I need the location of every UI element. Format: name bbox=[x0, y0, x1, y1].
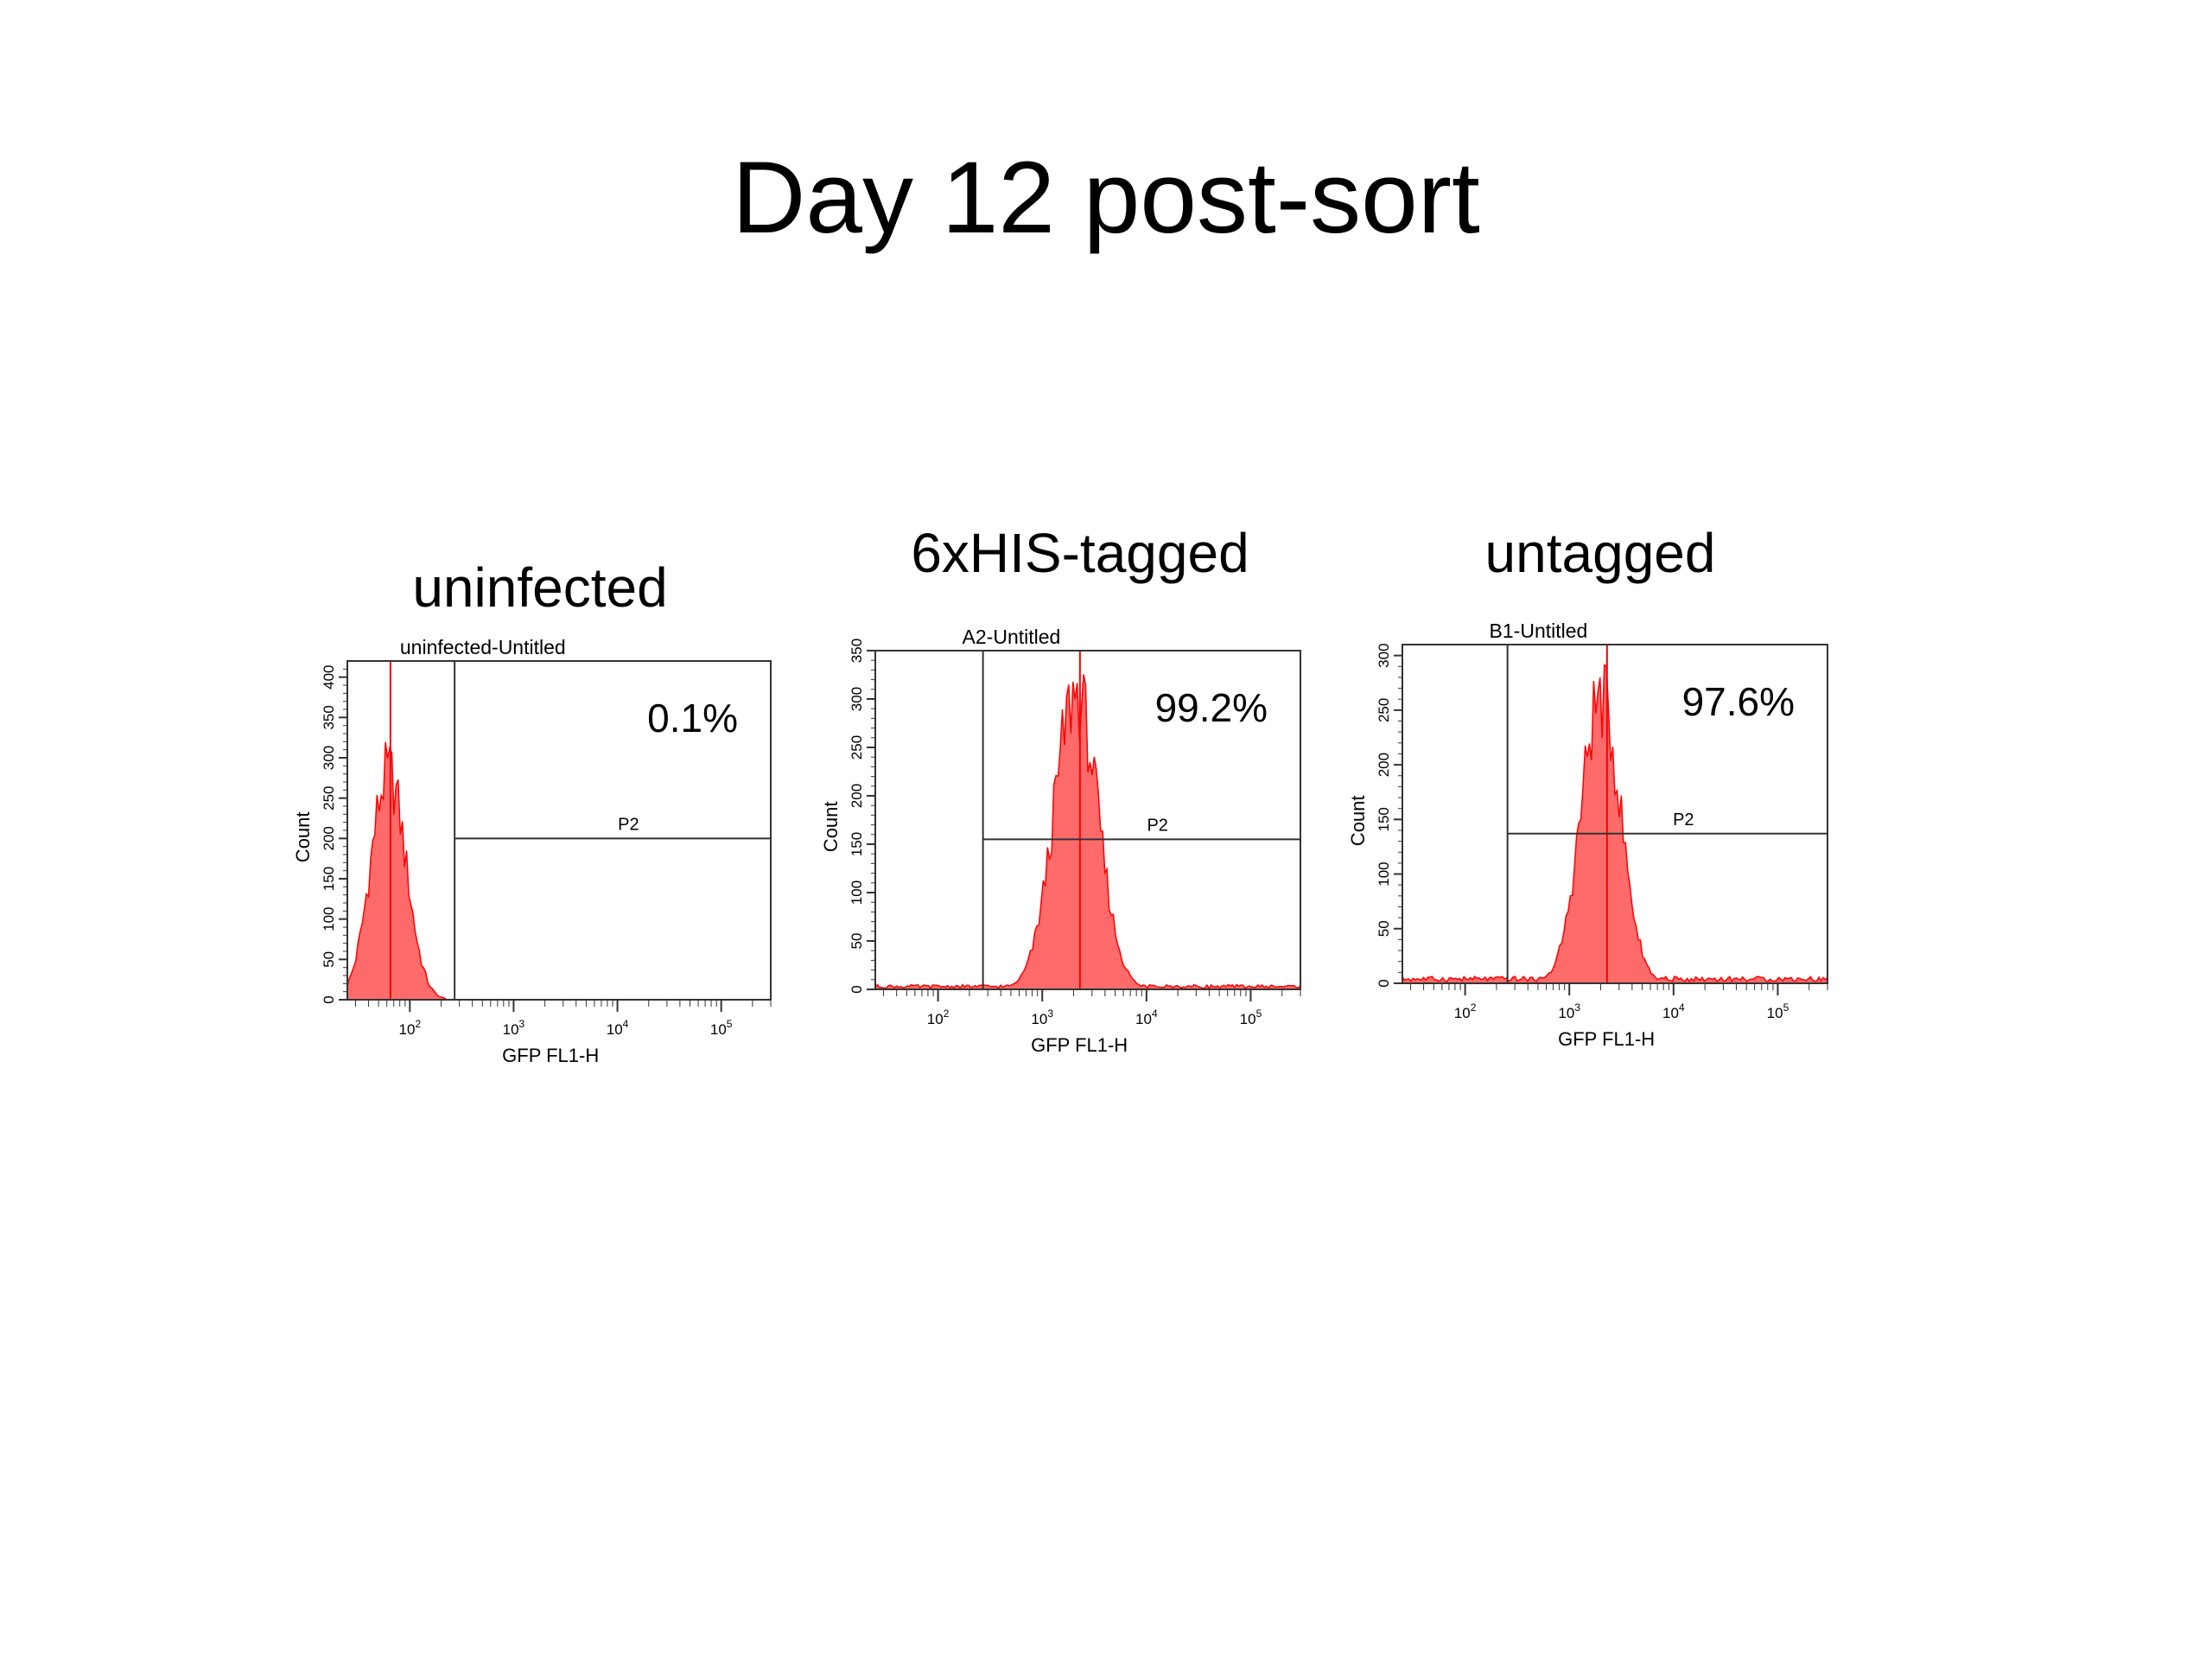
x-tick-label: 102 bbox=[399, 1018, 422, 1038]
y-tick-label: 350 bbox=[849, 639, 865, 663]
histogram-6xhis-tagged: A2-Untitled P2 99.2% 0 50 100 150 200 250 300 350 1… bbox=[820, 626, 1301, 1056]
gate-label: P2 bbox=[618, 815, 639, 834]
x-tick-label: 103 bbox=[503, 1018, 525, 1038]
y-axis-label: Count bbox=[1347, 795, 1369, 846]
x-axis-label: GFP FL1-H bbox=[1558, 1028, 1655, 1050]
y-tick-label: 100 bbox=[1376, 861, 1392, 886]
y-tick-label: 250 bbox=[1376, 698, 1392, 722]
histogram-fill bbox=[1402, 664, 1828, 984]
x-tick-label: 105 bbox=[1767, 1001, 1789, 1021]
y-tick-label: 200 bbox=[1376, 753, 1392, 777]
gate-percent-label: 99.2% bbox=[1155, 685, 1268, 730]
plot-title: A2-Untitled bbox=[963, 626, 1061, 648]
x-tick-label: 102 bbox=[1454, 1001, 1477, 1021]
histogram-untagged: B1-Untitled P2 97.6% 0 50 100 150 200 250 300 102 1… bbox=[1347, 620, 1828, 1050]
x-axis-label: GFP FL1-H bbox=[502, 1045, 599, 1066]
gate-label: P2 bbox=[1673, 810, 1694, 830]
gate-percent-label: 0.1% bbox=[647, 696, 738, 741]
histogram-uninfected: uninfected-Untitled P2 0.1% 0 50 100 150 200 250… bbox=[292, 636, 772, 1066]
plot-title: B1-Untitled bbox=[1490, 620, 1588, 642]
y-tick-label: 0 bbox=[1376, 979, 1392, 987]
y-tick-label: 200 bbox=[321, 826, 337, 850]
y-tick-label: 100 bbox=[849, 880, 865, 905]
y-tick-label: 200 bbox=[849, 784, 865, 808]
y-tick-label: 50 bbox=[849, 933, 865, 950]
x-tick-label: 104 bbox=[607, 1018, 629, 1038]
y-tick-label: 150 bbox=[321, 867, 337, 891]
plot-frame bbox=[1402, 644, 1828, 984]
histogram-fill bbox=[874, 674, 1301, 990]
x-axis-label: GFP FL1-H bbox=[1031, 1034, 1128, 1056]
y-tick-label: 300 bbox=[1376, 643, 1392, 667]
plot-frame bbox=[874, 650, 1301, 990]
x-tick-label: 105 bbox=[1240, 1007, 1262, 1027]
gate-percent-label: 97.6% bbox=[1682, 679, 1795, 724]
x-tick-label: 104 bbox=[1662, 1001, 1685, 1021]
y-axis-label: Count bbox=[292, 811, 314, 862]
y-tick-label: 0 bbox=[321, 995, 337, 1003]
y-tick-label: 350 bbox=[321, 705, 337, 729]
y-tick-label: 250 bbox=[849, 735, 865, 760]
x-tick-label: 103 bbox=[1558, 1001, 1580, 1021]
y-tick-label: 50 bbox=[321, 951, 337, 968]
x-tick-label: 105 bbox=[710, 1018, 733, 1038]
y-tick-label: 150 bbox=[1376, 807, 1392, 831]
y-tick-label: 300 bbox=[849, 687, 865, 711]
y-tick-label: 250 bbox=[321, 785, 337, 810]
gate-label: P2 bbox=[1147, 816, 1167, 835]
y-tick-label: 300 bbox=[321, 746, 337, 770]
panel-heading-untagged: untagged bbox=[1484, 522, 1716, 584]
x-tick-label: 102 bbox=[927, 1007, 950, 1027]
y-tick-label: 400 bbox=[321, 664, 337, 689]
y-tick-label: 100 bbox=[321, 906, 337, 931]
histogram-fill bbox=[346, 741, 771, 1001]
plot-title: uninfected-Untitled bbox=[400, 636, 566, 658]
y-tick-label: 0 bbox=[849, 985, 865, 993]
y-tick-label: 150 bbox=[849, 832, 865, 856]
panel-heading-6xhis-tagged: 6xHIS-tagged bbox=[911, 522, 1249, 584]
x-tick-label: 103 bbox=[1031, 1007, 1053, 1027]
panel-heading-uninfected: uninfected bbox=[412, 556, 668, 619]
slide-title: Day 12 post-sort bbox=[732, 141, 1480, 255]
y-axis-label: Count bbox=[820, 801, 842, 852]
x-tick-label: 104 bbox=[1135, 1007, 1158, 1027]
y-tick-label: 50 bbox=[1376, 920, 1392, 937]
